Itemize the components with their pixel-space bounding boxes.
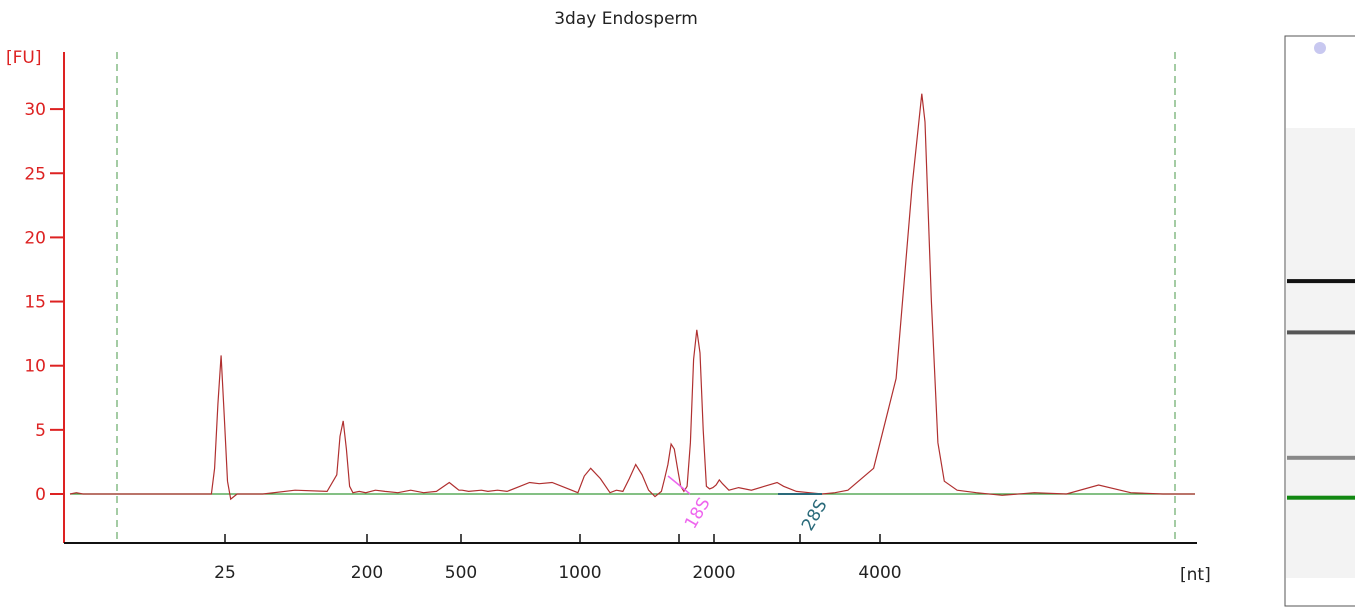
y-tick-label: 0 bbox=[35, 485, 46, 505]
gel-band bbox=[1287, 455, 1355, 460]
chart-title: 3day Endosperm bbox=[554, 9, 698, 29]
y-tick-label: 15 bbox=[24, 293, 46, 313]
y-tick-label: 20 bbox=[24, 228, 46, 248]
x-axis-label: [nt] bbox=[1180, 565, 1211, 585]
gel-band bbox=[1287, 495, 1355, 500]
y-tick-label: 30 bbox=[24, 100, 46, 120]
x-tick-label: 4000 bbox=[858, 563, 901, 583]
x-tick-label: 1000 bbox=[558, 563, 601, 583]
y-tick-label: 25 bbox=[24, 164, 46, 184]
series-line-fluorescence bbox=[69, 93, 1195, 501]
x-tick-label: 500 bbox=[445, 563, 477, 583]
y-axis-label: [FU] bbox=[6, 48, 42, 68]
y-ticks: 0 5 10 15 20 25 30 bbox=[24, 100, 64, 505]
y-tick-label: 10 bbox=[24, 357, 46, 377]
y-tick-label: 5 bbox=[35, 421, 46, 441]
x-tick-label: 2000 bbox=[692, 563, 735, 583]
gel-band bbox=[1287, 279, 1355, 284]
gel-well-dot bbox=[1314, 42, 1326, 54]
x-tick-label: 200 bbox=[351, 563, 383, 583]
gel-band bbox=[1287, 330, 1355, 335]
peak-18s-baseline bbox=[667, 475, 691, 495]
x-ticks: 25 200 500 1000 2000 4000 bbox=[214, 534, 902, 583]
gel-bands bbox=[1287, 279, 1355, 500]
x-tick-label: 25 bbox=[214, 563, 236, 583]
series-layer bbox=[69, 93, 1195, 501]
annotation-18s: 18S bbox=[681, 494, 715, 532]
gel-lane-background bbox=[1286, 128, 1355, 578]
annotation-28s: 28S bbox=[798, 496, 832, 534]
gel-lane bbox=[1284, 35, 1355, 607]
